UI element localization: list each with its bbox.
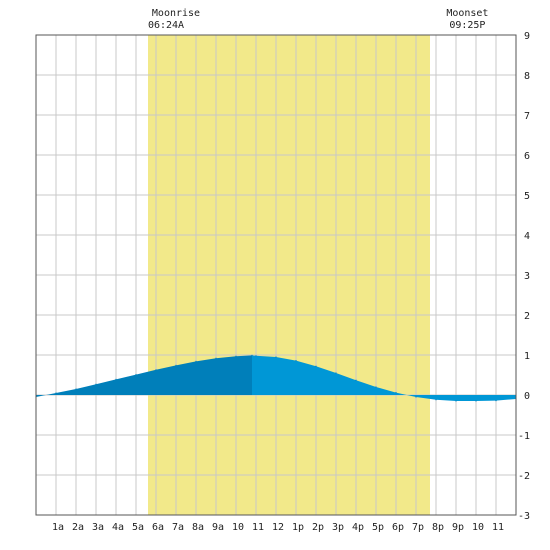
plot-frame bbox=[35, 34, 517, 516]
moonset-label: Moonset bbox=[446, 8, 488, 19]
tide-point bbox=[395, 392, 397, 394]
tide-point bbox=[255, 355, 257, 357]
x-tick-label: 7a bbox=[172, 522, 184, 533]
x-tick-label: 5p bbox=[372, 522, 384, 533]
x-tick-label: 4p bbox=[352, 522, 364, 533]
x-tick-label: 12 bbox=[272, 522, 284, 533]
x-tick-label: 10 bbox=[232, 522, 244, 533]
y-tick-label: -3 bbox=[518, 511, 530, 522]
tide-point bbox=[175, 364, 177, 366]
tide-area-falling bbox=[252, 355, 516, 401]
tide-point bbox=[375, 386, 377, 388]
y-tick-label: 5 bbox=[524, 191, 530, 202]
x-tick-label: 11 bbox=[492, 522, 504, 533]
tide-point bbox=[251, 354, 253, 356]
y-tick-label: 2 bbox=[524, 311, 530, 322]
x-tick-label: 4a bbox=[112, 522, 124, 533]
moonrise-label: Moonrise bbox=[152, 8, 200, 19]
tide-area-rising bbox=[36, 355, 252, 397]
x-tick-label: 6p bbox=[392, 522, 404, 533]
tide-point bbox=[335, 372, 337, 374]
tide-point bbox=[75, 388, 77, 390]
y-tick-label: 1 bbox=[524, 351, 530, 362]
y-tick-label: -1 bbox=[518, 431, 530, 442]
tide-point bbox=[495, 400, 497, 402]
x-tick-label: 9p bbox=[452, 522, 464, 533]
x-tick-label: 1p bbox=[292, 522, 304, 533]
tide-point bbox=[315, 365, 317, 367]
y-tick-label: 4 bbox=[524, 231, 530, 242]
y-tick-label: 8 bbox=[524, 71, 530, 82]
tide-point bbox=[455, 400, 457, 402]
y-tick-label: -2 bbox=[518, 471, 530, 482]
y-tick-label: 0 bbox=[524, 391, 530, 402]
tide-point bbox=[155, 369, 157, 371]
tide-point bbox=[195, 360, 197, 362]
tide-point bbox=[215, 357, 217, 359]
tide-point bbox=[55, 392, 57, 394]
y-tick-label: 7 bbox=[524, 111, 530, 122]
x-tick-label: 2p bbox=[312, 522, 324, 533]
tide-point bbox=[135, 374, 137, 376]
x-tick-label: 7p bbox=[412, 522, 424, 533]
moonset-time: 09:25P bbox=[449, 20, 485, 31]
x-tick-label: 10 bbox=[472, 522, 484, 533]
y-tick-label: 6 bbox=[524, 151, 530, 162]
tide-point bbox=[415, 396, 417, 398]
y-tick-label: 3 bbox=[524, 271, 530, 282]
x-tick-label: 3p bbox=[332, 522, 344, 533]
x-tick-label: 8a bbox=[192, 522, 204, 533]
tide-point bbox=[355, 379, 357, 381]
x-tick-label: 11 bbox=[252, 522, 264, 533]
x-tick-label: 8p bbox=[432, 522, 444, 533]
tide-point bbox=[475, 400, 477, 402]
y-tick-label: 9 bbox=[524, 31, 530, 42]
x-tick-label: 2a bbox=[72, 522, 84, 533]
moonrise-time: 06:24A bbox=[148, 20, 184, 31]
tide-point bbox=[115, 378, 117, 380]
x-tick-label: 1a bbox=[52, 522, 64, 533]
tide-point bbox=[235, 355, 237, 357]
tide-point bbox=[295, 360, 297, 362]
tide-point bbox=[275, 356, 277, 358]
x-tick-label: 3a bbox=[92, 522, 104, 533]
tide-point bbox=[435, 399, 437, 401]
x-tick-label: 6a bbox=[152, 522, 164, 533]
x-tick-label: 5a bbox=[132, 522, 144, 533]
x-tick-label: 9a bbox=[212, 522, 224, 533]
tide-point bbox=[95, 383, 97, 385]
